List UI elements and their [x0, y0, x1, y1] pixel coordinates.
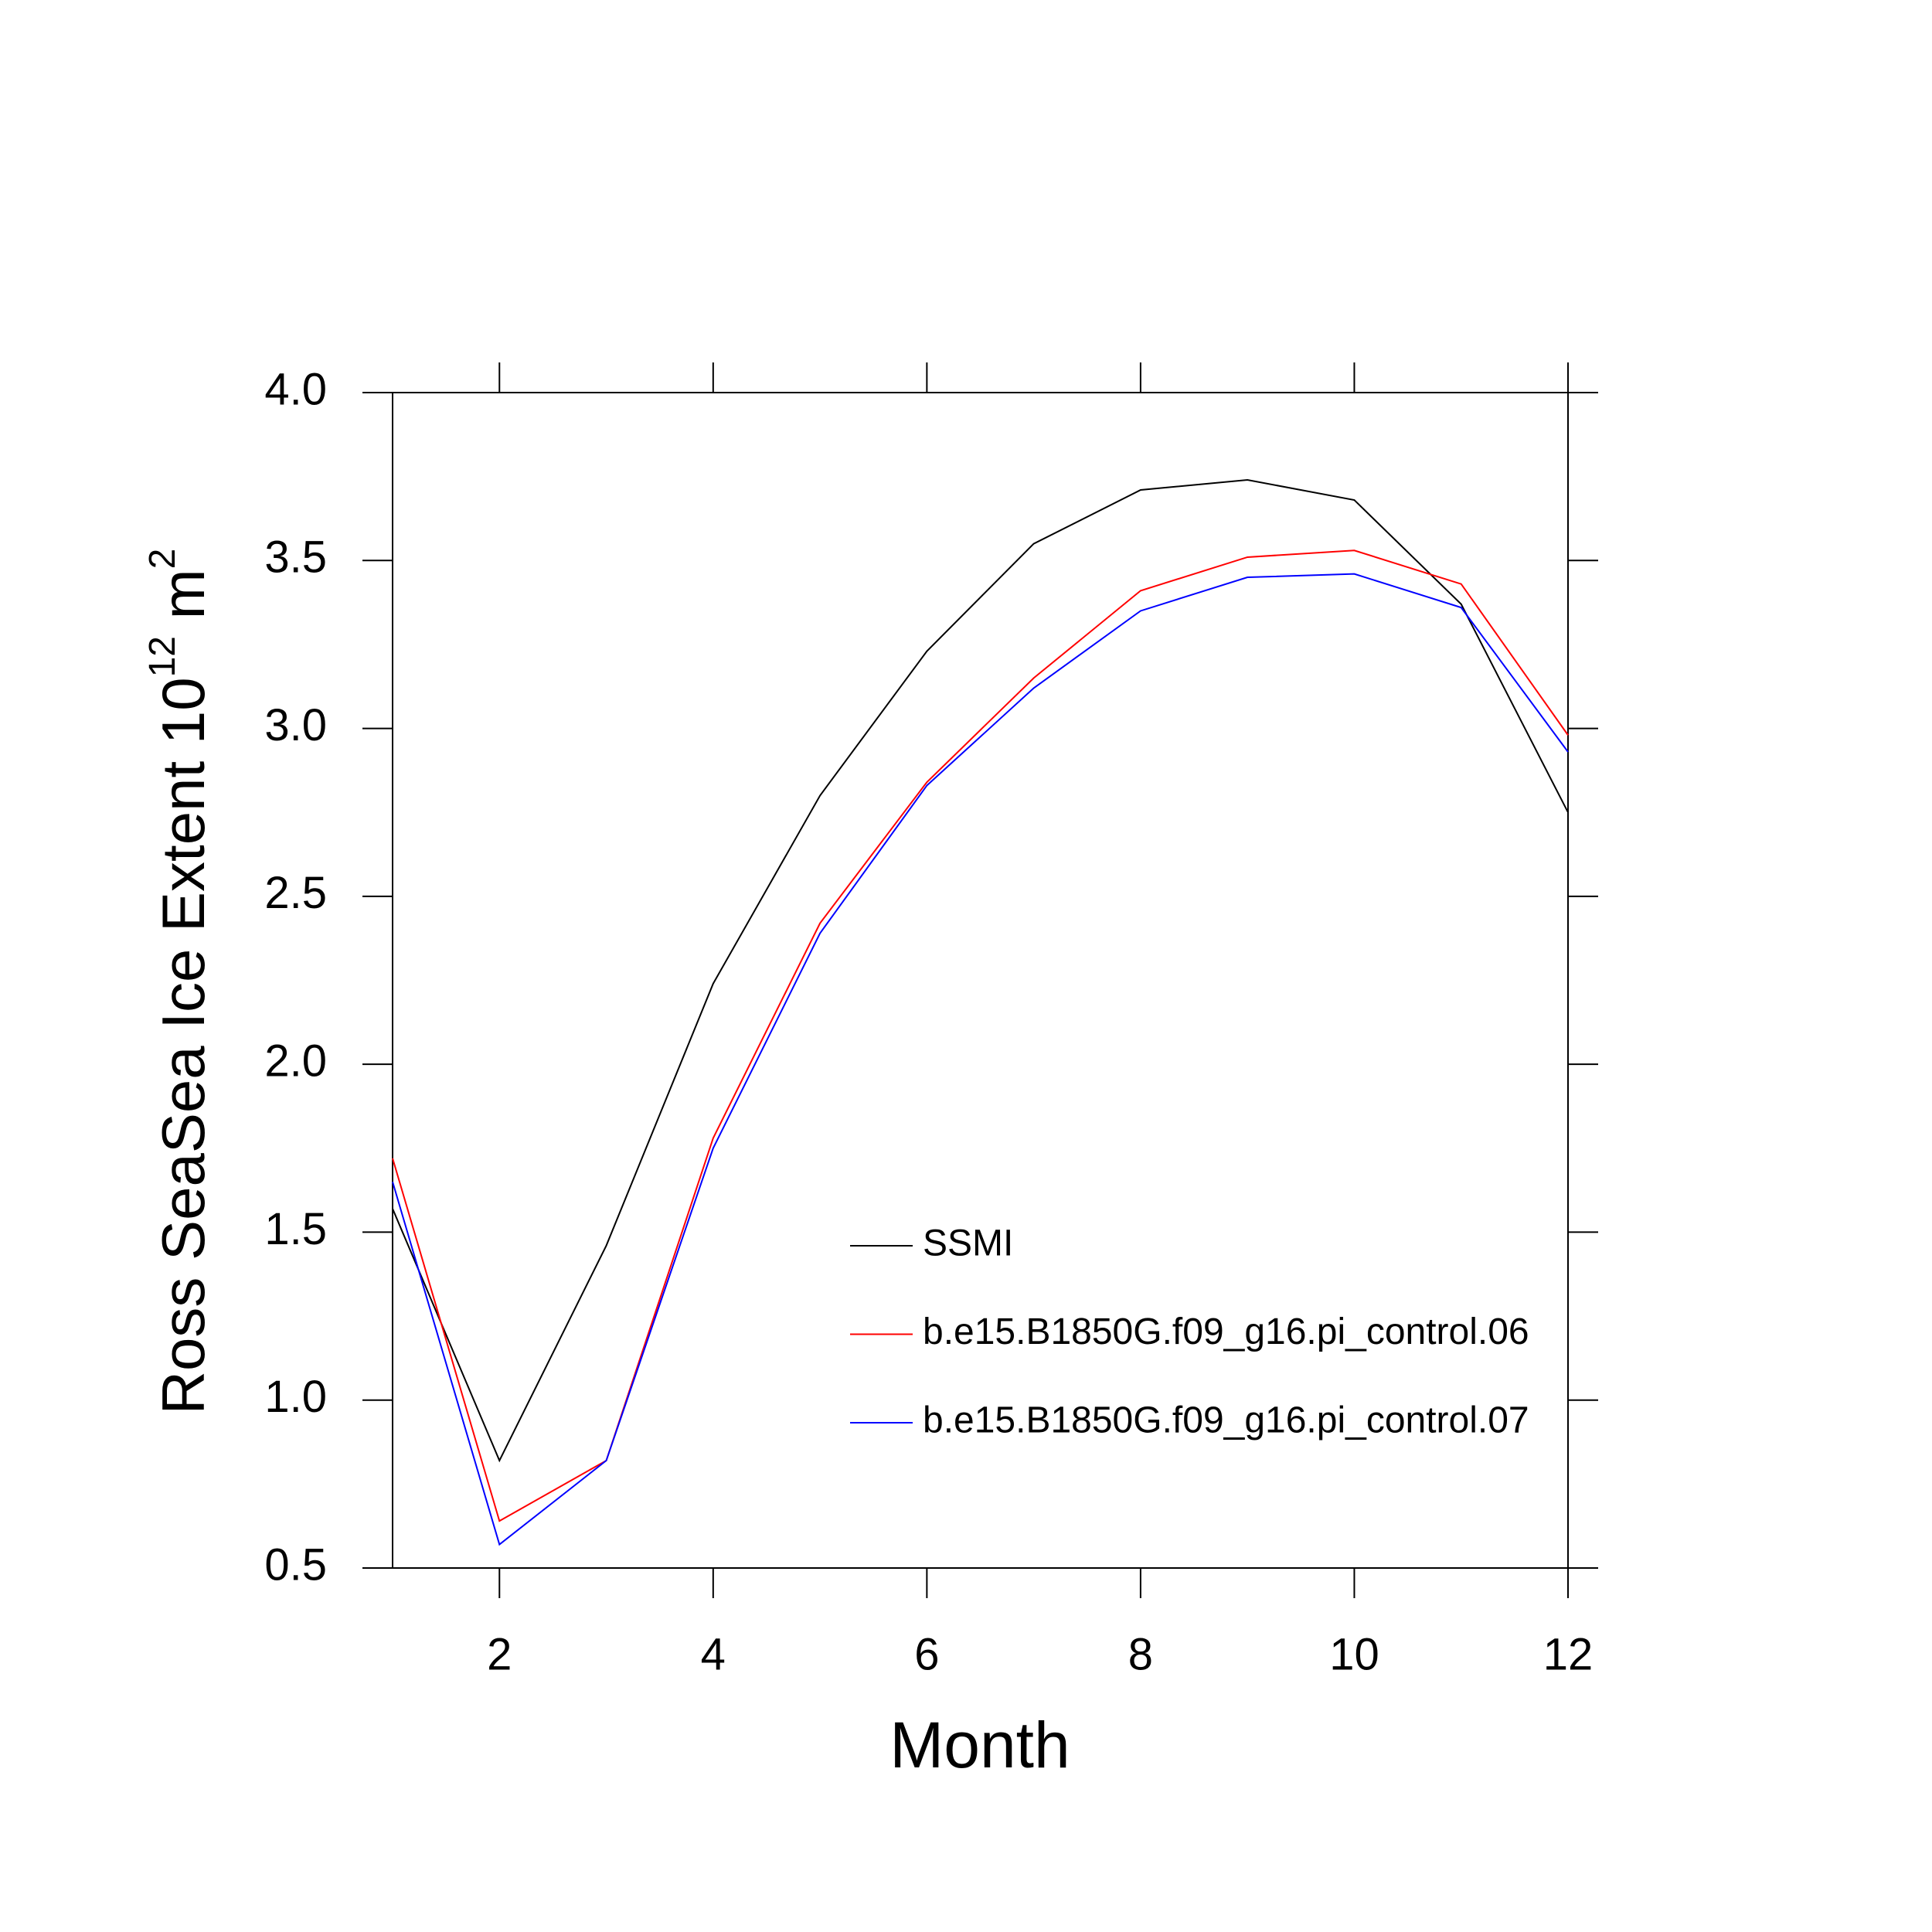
- x-tick-label: 12: [1543, 1629, 1594, 1679]
- legend-label: b.e15.B1850G.f09_g16.pi_control.07: [923, 1400, 1529, 1441]
- y-tick-label: 2.0: [264, 1036, 327, 1086]
- y-tick-label: 1.0: [264, 1372, 327, 1422]
- y-tick-label: 3.0: [264, 700, 327, 750]
- y-tick-label: 0.5: [264, 1539, 327, 1590]
- series-line: [392, 478, 1569, 1463]
- y-label-sup: 12: [142, 636, 183, 677]
- x-tick-label: 6: [914, 1629, 939, 1679]
- y-tick-label: 1.5: [264, 1204, 327, 1254]
- plot-frame: [392, 392, 1569, 1569]
- x-tick-label: 4: [701, 1629, 726, 1679]
- y-label-text: Ross SeaSea Ice Extent 10: [149, 677, 217, 1414]
- series-line: [392, 549, 1569, 1522]
- legend-label: b.e15.B1850G.f09_g16.pi_control.06: [923, 1311, 1529, 1352]
- x-tick-label: 2: [487, 1629, 512, 1679]
- y-label-text: m: [149, 569, 217, 636]
- y-axis-label: Ross SeaSea Ice Extent 1012 m2: [142, 549, 217, 1415]
- x-tick-label: 10: [1329, 1629, 1379, 1679]
- y-tick-label: 4.0: [264, 364, 327, 414]
- x-tick-label: 8: [1128, 1629, 1153, 1679]
- y-tick-label: 3.5: [264, 532, 327, 583]
- y-label-sup: 2: [142, 549, 183, 570]
- series-line: [392, 573, 1569, 1546]
- x-axis-label: Month: [889, 1709, 1070, 1781]
- y-tick-label: 2.5: [264, 868, 327, 918]
- legend-label: SSMI: [923, 1223, 1013, 1264]
